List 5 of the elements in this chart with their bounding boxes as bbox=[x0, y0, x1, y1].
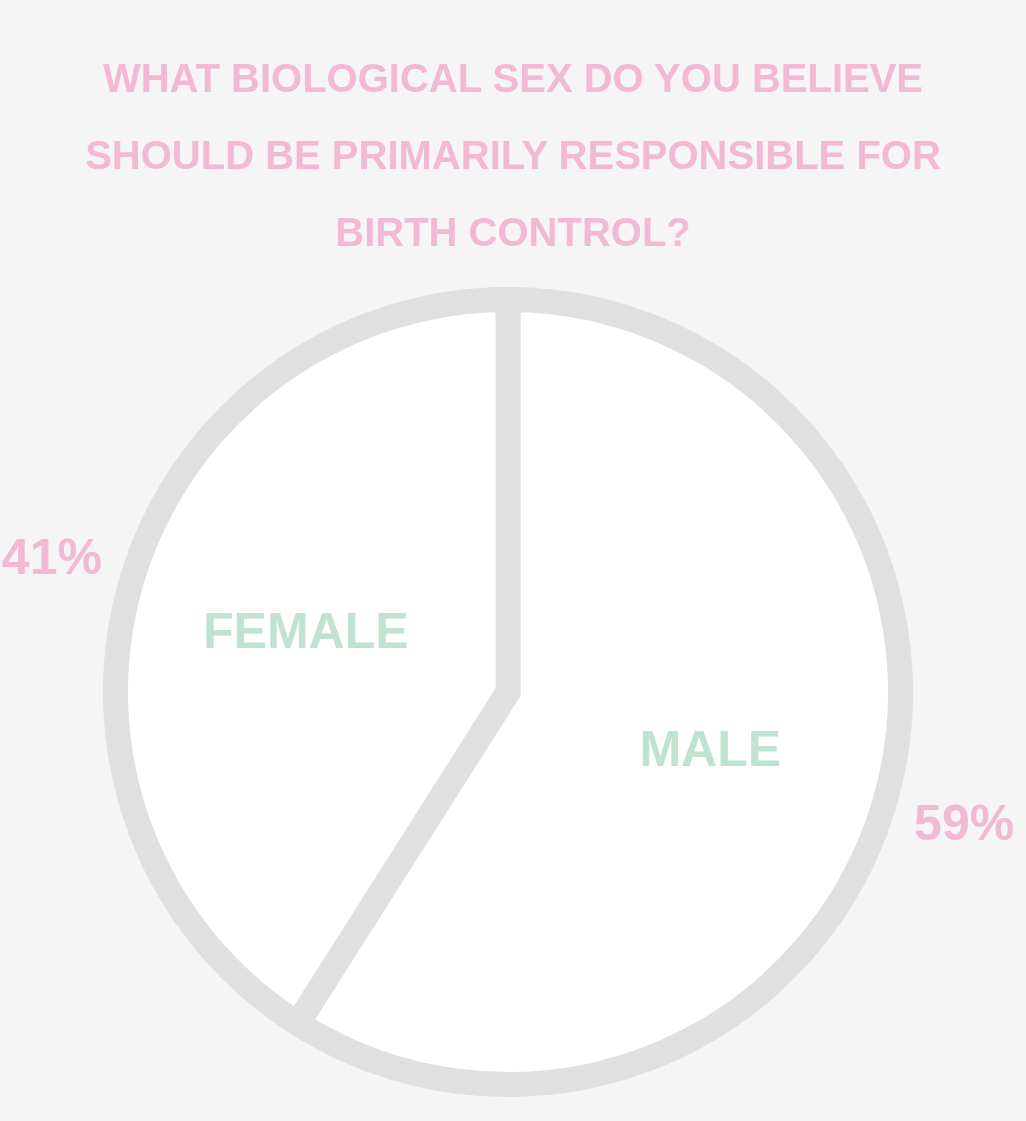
data-label: 41% bbox=[1, 529, 102, 586]
chart-title: WHAT BIOLOGICAL SEX DO YOU BELIEVE SHOULD BE PRIMARILY RESPONSIBLE FOR BIRTH CONTROL? bbox=[85, 56, 941, 254]
slice-label: FEMALE bbox=[202, 603, 409, 660]
data-label: 59% bbox=[914, 794, 1015, 851]
slice-label: MALE bbox=[639, 720, 782, 777]
